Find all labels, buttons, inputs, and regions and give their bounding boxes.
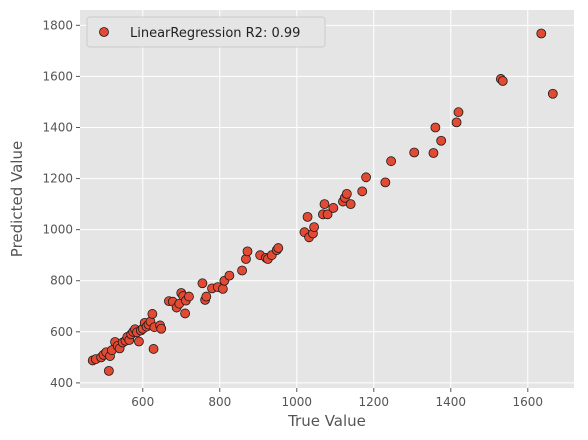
data-point <box>345 199 356 210</box>
y-tick-label: 800 <box>50 274 73 288</box>
y-tick-label: 400 <box>50 376 73 390</box>
legend-label: LinearRegression R2: 0.99 <box>130 26 300 41</box>
data-point <box>536 28 547 39</box>
y-tick-label: 1400 <box>42 120 73 134</box>
data-point <box>147 309 158 319</box>
data-point <box>242 246 253 257</box>
legend-marker <box>99 27 109 37</box>
data-point <box>361 172 371 183</box>
data-point <box>134 336 144 347</box>
data-point <box>319 199 330 210</box>
x-tick-label: 600 <box>131 395 154 409</box>
data-point <box>148 344 159 354</box>
data-point <box>386 156 397 167</box>
data-point <box>409 147 420 158</box>
x-tick-label: 800 <box>208 395 231 409</box>
y-tick-label: 600 <box>50 325 73 339</box>
x-tick-label: 1000 <box>282 395 313 409</box>
data-point <box>430 122 441 133</box>
y-tick-label: 1000 <box>42 223 73 237</box>
x-axis-ticks: 600 800 1000 1200 1400 1600 <box>131 388 543 409</box>
data-points <box>87 28 558 376</box>
data-point <box>451 117 462 128</box>
x-tick-label: 1400 <box>436 395 467 409</box>
x-tick-label: 1200 <box>359 395 390 409</box>
data-point <box>184 291 194 302</box>
data-point <box>357 186 368 197</box>
data-point <box>547 88 558 99</box>
x-tick-label: 1600 <box>513 395 544 409</box>
data-point <box>180 308 191 319</box>
data-point <box>328 203 339 213</box>
x-axis-label: True Value <box>287 412 366 430</box>
legend-box <box>86 16 326 48</box>
data-point <box>103 365 114 376</box>
y-tick-label: 1800 <box>42 18 73 32</box>
data-point <box>380 177 391 188</box>
y-axis-ticks: 400 600 800 1000 1200 1400 1600 1800 <box>42 18 80 390</box>
y-tick-label: 1600 <box>42 69 73 83</box>
data-point <box>156 323 167 334</box>
data-point <box>453 107 464 118</box>
data-point <box>341 188 352 199</box>
data-point <box>428 148 439 158</box>
y-axis-label: Predicted Value <box>8 141 26 257</box>
data-point <box>201 291 212 302</box>
data-point <box>497 76 508 86</box>
data-point <box>322 209 333 220</box>
legend: LinearRegression R2: 0.99 <box>86 16 326 48</box>
data-point <box>217 284 228 294</box>
y-tick-label: 1200 <box>42 172 73 186</box>
data-point <box>224 270 235 281</box>
data-point <box>436 135 447 146</box>
data-point <box>273 243 284 253</box>
data-point <box>309 222 320 232</box>
data-point <box>302 211 313 222</box>
data-point <box>197 278 208 289</box>
data-point <box>237 265 247 276</box>
